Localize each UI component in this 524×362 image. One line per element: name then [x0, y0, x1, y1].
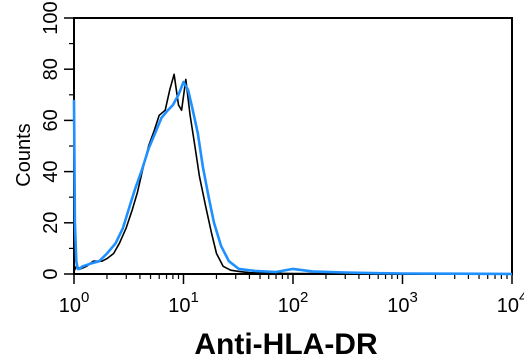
- x-tick-exponent: 2: [300, 289, 308, 306]
- x-tick-base: 10: [278, 295, 300, 317]
- x-tick-label: 104: [497, 289, 524, 317]
- y-tick-label: 0: [40, 268, 62, 279]
- x-tick-base: 10: [59, 295, 81, 317]
- y-axis-label: Counts: [13, 123, 35, 186]
- series-line-1: [73, 73, 512, 275]
- x-tick-label: 100: [59, 289, 90, 317]
- x-tick-base: 10: [387, 295, 409, 317]
- x-tick-base: 10: [497, 295, 519, 317]
- x-tick-exponent: 0: [81, 289, 89, 306]
- x-tick-label: 101: [168, 289, 199, 317]
- y-tick-label: 100: [40, 1, 62, 34]
- x-tick-exponent: 4: [519, 289, 524, 306]
- y-tick-label: 20: [40, 212, 62, 234]
- x-tick-base: 10: [168, 295, 190, 317]
- y-tick-label: 80: [40, 58, 62, 80]
- x-tick-exponent: 3: [409, 289, 417, 306]
- plot-frame: [73, 17, 513, 275]
- series-layer: [72, 73, 513, 276]
- chart-title: Anti-HLA-DR: [194, 328, 378, 361]
- x-tick-label: 102: [278, 289, 309, 317]
- y-tick-label: 40: [40, 160, 62, 182]
- series-line-2: [72, 80, 513, 276]
- x-tick-label: 103: [387, 289, 418, 317]
- x-axis: 100 101 102 103 104: [59, 274, 524, 317]
- x-tick-exponent: 1: [190, 289, 198, 306]
- y-axis: 0 20 40 60 80 100: [40, 1, 74, 280]
- y-tick-label: 60: [40, 109, 62, 131]
